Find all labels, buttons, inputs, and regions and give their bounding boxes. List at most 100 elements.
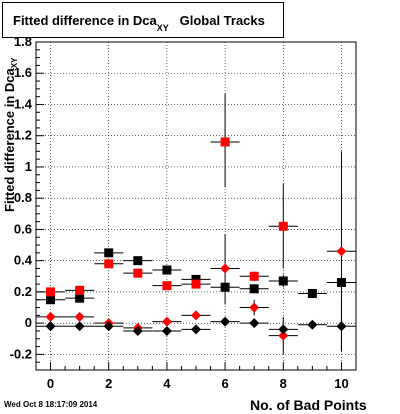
diamond-marker — [161, 316, 172, 327]
data-point — [123, 325, 153, 336]
data-point — [123, 256, 153, 266]
square-marker — [46, 295, 56, 305]
diamond-marker — [45, 321, 56, 332]
diamond-marker — [336, 246, 347, 257]
y-axis-title-main: Fitted difference in Dca — [2, 67, 17, 212]
data-point — [181, 310, 211, 321]
diamond-marker — [278, 324, 289, 335]
square-marker — [46, 287, 56, 297]
diamond-marker — [307, 319, 318, 330]
data-point — [36, 321, 66, 332]
data-point — [268, 184, 298, 269]
diamond-marker — [249, 318, 260, 329]
diamond-marker — [103, 321, 114, 332]
y-tick-label: 0.2 — [14, 284, 32, 299]
diamond-marker — [45, 311, 56, 322]
data-point — [65, 285, 95, 295]
plot-frame — [35, 41, 357, 371]
y-tick-label: 1.6 — [14, 65, 32, 80]
data-series-group — [36, 301, 356, 352]
square-marker — [249, 271, 259, 281]
y-tick-label: 1.4 — [14, 96, 33, 111]
title-box: Fitted difference in DcaXY Global Tracks — [2, 2, 284, 38]
y-tick-label: 0.8 — [14, 190, 32, 205]
chart-title-suffix: Global Tracks — [179, 13, 265, 28]
x-tick-label: 0 — [47, 376, 54, 391]
data-point — [239, 299, 269, 316]
data-point — [268, 324, 298, 335]
data-point — [152, 281, 182, 291]
square-marker — [104, 259, 114, 269]
diamond-marker — [220, 263, 231, 274]
data-point — [326, 301, 356, 352]
data-point — [239, 284, 269, 294]
data-point — [297, 288, 327, 298]
square-marker — [278, 276, 288, 286]
data-point — [65, 293, 95, 303]
data-point — [181, 324, 211, 335]
diamond-marker — [191, 310, 201, 321]
data-point — [36, 287, 66, 297]
axis-ticks — [35, 41, 357, 370]
data-point — [152, 316, 182, 327]
y-tick-label: -0.2 — [10, 346, 32, 361]
diamond-marker — [249, 302, 260, 313]
diamond-marker — [278, 330, 289, 341]
data-series-group — [36, 93, 298, 297]
square-marker — [133, 268, 143, 278]
square-marker — [75, 285, 85, 295]
square-marker — [104, 248, 114, 258]
data-point — [152, 325, 182, 336]
diamond-marker — [191, 324, 201, 335]
y-tick-label: 0.4 — [14, 253, 33, 268]
data-point — [268, 274, 298, 288]
square-marker — [191, 274, 201, 284]
data-point — [94, 259, 124, 269]
square-marker — [162, 281, 172, 291]
diamond-marker — [74, 321, 85, 332]
y-tick-label: 1 — [25, 159, 32, 174]
tick-labels: 0 2 4 6 8 10-0.200.20.40.60.811.21.41.61.8 — [10, 34, 349, 391]
timestamp-footer: Wed Oct 8 18:17:09 2014 — [4, 400, 98, 409]
data-point — [152, 265, 182, 275]
y-tick-label: 0.6 — [14, 221, 32, 236]
square-marker — [278, 221, 288, 231]
data-point — [36, 311, 66, 322]
data-point — [297, 319, 327, 330]
data-point — [123, 268, 153, 278]
y-tick-label: 0 — [25, 315, 32, 330]
data-point — [239, 318, 269, 329]
x-tick-label: 2 — [105, 376, 112, 391]
data-point — [268, 316, 298, 355]
square-marker — [191, 279, 201, 289]
diamond-marker — [161, 325, 172, 336]
square-marker — [162, 265, 172, 275]
data-point — [65, 311, 95, 322]
x-tick-label: 6 — [221, 376, 228, 391]
data-point — [210, 316, 240, 327]
diamond-marker — [132, 325, 143, 336]
square-marker — [307, 288, 317, 298]
x-tick-label: 4 — [163, 376, 171, 391]
square-marker — [249, 284, 259, 294]
data-point — [65, 321, 95, 332]
data-point — [210, 234, 240, 305]
square-marker — [220, 137, 230, 147]
data-point — [94, 321, 124, 332]
data-point — [239, 271, 269, 281]
x-tick-label: 10 — [334, 376, 348, 391]
chart-title-main: Fitted difference in Dca — [13, 13, 157, 28]
x-axis-title: No. of Bad Points — [250, 397, 367, 413]
y-axis-title: Fitted difference in DcaXY — [2, 57, 19, 212]
data-point — [36, 295, 66, 305]
diamond-marker — [336, 321, 347, 332]
square-marker — [133, 256, 143, 266]
y-axis-title-sub: XY — [10, 57, 19, 68]
diamond-marker — [220, 316, 231, 327]
data-series — [36, 93, 356, 355]
chart-title-subscript: XY — [156, 23, 169, 33]
data-point — [181, 279, 211, 289]
square-marker — [75, 293, 85, 303]
data-point — [210, 93, 240, 188]
